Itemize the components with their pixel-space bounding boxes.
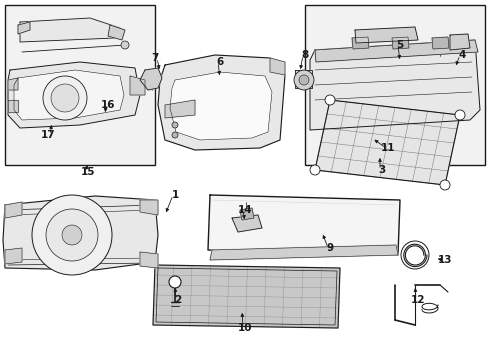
Circle shape <box>454 110 464 120</box>
Polygon shape <box>8 78 18 90</box>
Circle shape <box>309 165 319 175</box>
Circle shape <box>62 225 82 245</box>
Text: 17: 17 <box>41 130 55 140</box>
Circle shape <box>293 70 313 90</box>
Text: 5: 5 <box>396 40 403 50</box>
Circle shape <box>439 180 449 190</box>
Polygon shape <box>18 22 30 34</box>
Polygon shape <box>140 252 158 268</box>
Circle shape <box>298 75 308 85</box>
Text: 6: 6 <box>216 57 223 67</box>
Circle shape <box>172 122 178 128</box>
Polygon shape <box>20 18 120 42</box>
Text: 10: 10 <box>237 323 252 333</box>
Text: 16: 16 <box>101 100 115 110</box>
Polygon shape <box>314 40 477 62</box>
Bar <box>305 5 484 165</box>
Polygon shape <box>164 100 195 118</box>
Polygon shape <box>431 37 448 49</box>
Bar <box>5 5 155 165</box>
Circle shape <box>51 84 79 112</box>
Text: 13: 13 <box>437 255 451 265</box>
Text: 3: 3 <box>378 165 385 175</box>
Circle shape <box>46 209 98 261</box>
Circle shape <box>32 195 112 275</box>
Polygon shape <box>5 248 22 264</box>
Circle shape <box>172 132 178 138</box>
Polygon shape <box>351 37 368 49</box>
Polygon shape <box>14 70 124 120</box>
Polygon shape <box>170 72 271 140</box>
Text: 2: 2 <box>174 295 181 305</box>
Polygon shape <box>309 40 479 130</box>
Polygon shape <box>140 200 158 215</box>
Text: 14: 14 <box>237 205 252 215</box>
Polygon shape <box>5 202 22 218</box>
Text: 8: 8 <box>301 50 308 60</box>
Polygon shape <box>130 76 145 95</box>
Polygon shape <box>391 37 408 49</box>
Polygon shape <box>269 58 285 75</box>
Polygon shape <box>209 245 397 260</box>
Polygon shape <box>240 208 253 220</box>
Text: 7: 7 <box>151 53 159 63</box>
Circle shape <box>121 41 129 49</box>
Text: 12: 12 <box>410 295 425 305</box>
Polygon shape <box>8 62 140 128</box>
Text: 9: 9 <box>326 243 333 253</box>
Polygon shape <box>207 195 399 255</box>
Circle shape <box>169 276 181 288</box>
Polygon shape <box>140 68 162 90</box>
Polygon shape <box>354 27 417 43</box>
Polygon shape <box>153 265 339 328</box>
Circle shape <box>325 95 334 105</box>
Text: 11: 11 <box>380 143 394 153</box>
Polygon shape <box>158 55 285 150</box>
Text: 15: 15 <box>81 167 95 177</box>
Text: 4: 4 <box>457 50 465 60</box>
Polygon shape <box>8 100 18 112</box>
Polygon shape <box>3 196 158 270</box>
Polygon shape <box>294 70 311 88</box>
Circle shape <box>43 76 87 120</box>
Text: 1: 1 <box>171 190 178 200</box>
Polygon shape <box>108 25 125 40</box>
Polygon shape <box>314 100 459 185</box>
Polygon shape <box>231 215 262 232</box>
Polygon shape <box>449 34 469 50</box>
